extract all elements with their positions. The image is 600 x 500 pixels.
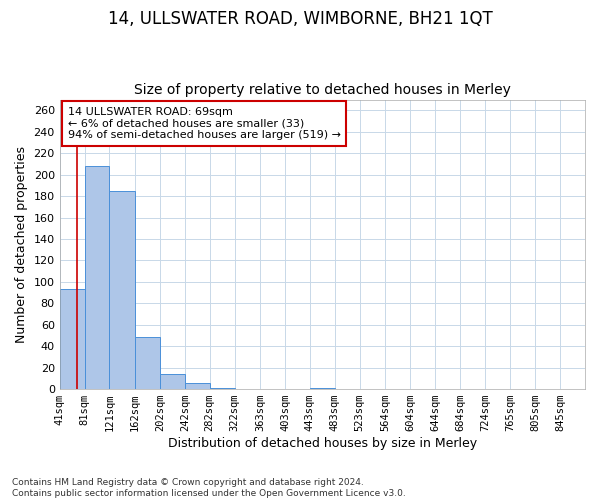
X-axis label: Distribution of detached houses by size in Merley: Distribution of detached houses by size … [168,437,477,450]
Bar [310,388,335,389]
Bar [209,388,235,389]
Text: 14, ULLSWATER ROAD, WIMBORNE, BH21 1QT: 14, ULLSWATER ROAD, WIMBORNE, BH21 1QT [107,10,493,28]
Bar [59,290,85,389]
Bar [109,190,135,389]
Bar [160,374,185,389]
Bar [85,166,109,389]
Y-axis label: Number of detached properties: Number of detached properties [15,146,28,343]
Bar [135,336,160,389]
Bar [185,382,209,389]
Title: Size of property relative to detached houses in Merley: Size of property relative to detached ho… [134,83,511,97]
Text: 14 ULLSWATER ROAD: 69sqm
← 6% of detached houses are smaller (33)
94% of semi-de: 14 ULLSWATER ROAD: 69sqm ← 6% of detache… [68,107,341,140]
Text: Contains HM Land Registry data © Crown copyright and database right 2024.
Contai: Contains HM Land Registry data © Crown c… [12,478,406,498]
